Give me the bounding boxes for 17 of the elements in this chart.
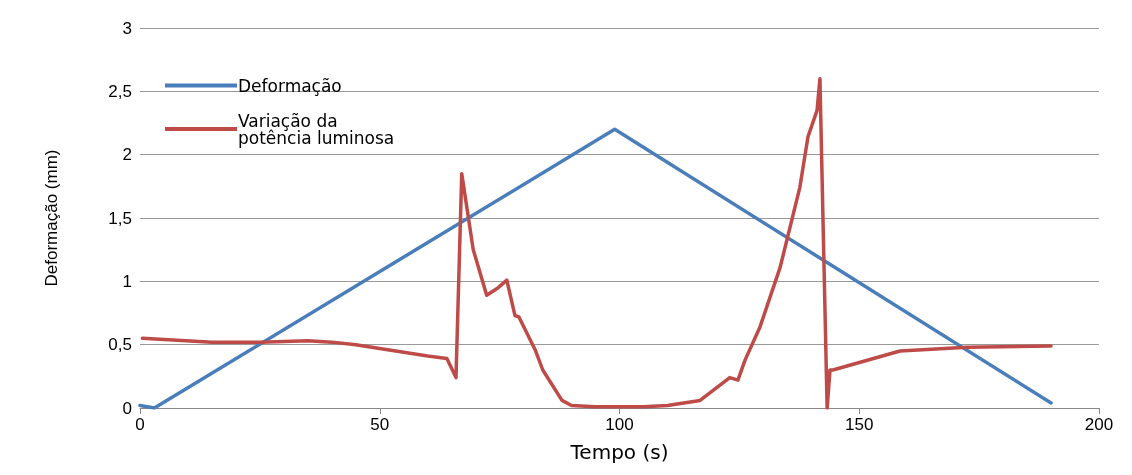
- legend-label: Variação da potência luminosa: [238, 110, 395, 148]
- x-tick-label: 200: [1084, 415, 1114, 434]
- line-series: [140, 76, 1053, 410]
- y-tick-label: 0,5: [108, 335, 132, 355]
- x-tick-label: 100: [605, 415, 634, 434]
- x-tick-label: 150: [845, 415, 874, 434]
- y-tick-label: 3: [122, 18, 132, 38]
- x-axis-title: Tempo (s): [569, 440, 669, 464]
- x-tick-label: 50: [370, 415, 390, 434]
- y-tick-label: 1: [122, 271, 132, 291]
- y-tick-label: 1,5: [108, 208, 132, 228]
- x-tick-label: 0: [135, 415, 145, 434]
- y-axis-title: Deformação (mm): [42, 149, 61, 287]
- y-tick-label: 2,5: [108, 81, 132, 101]
- legend-label: Deformação: [238, 75, 342, 96]
- y-tick-label: 0: [122, 398, 132, 418]
- y-tick-label: 2: [122, 145, 132, 165]
